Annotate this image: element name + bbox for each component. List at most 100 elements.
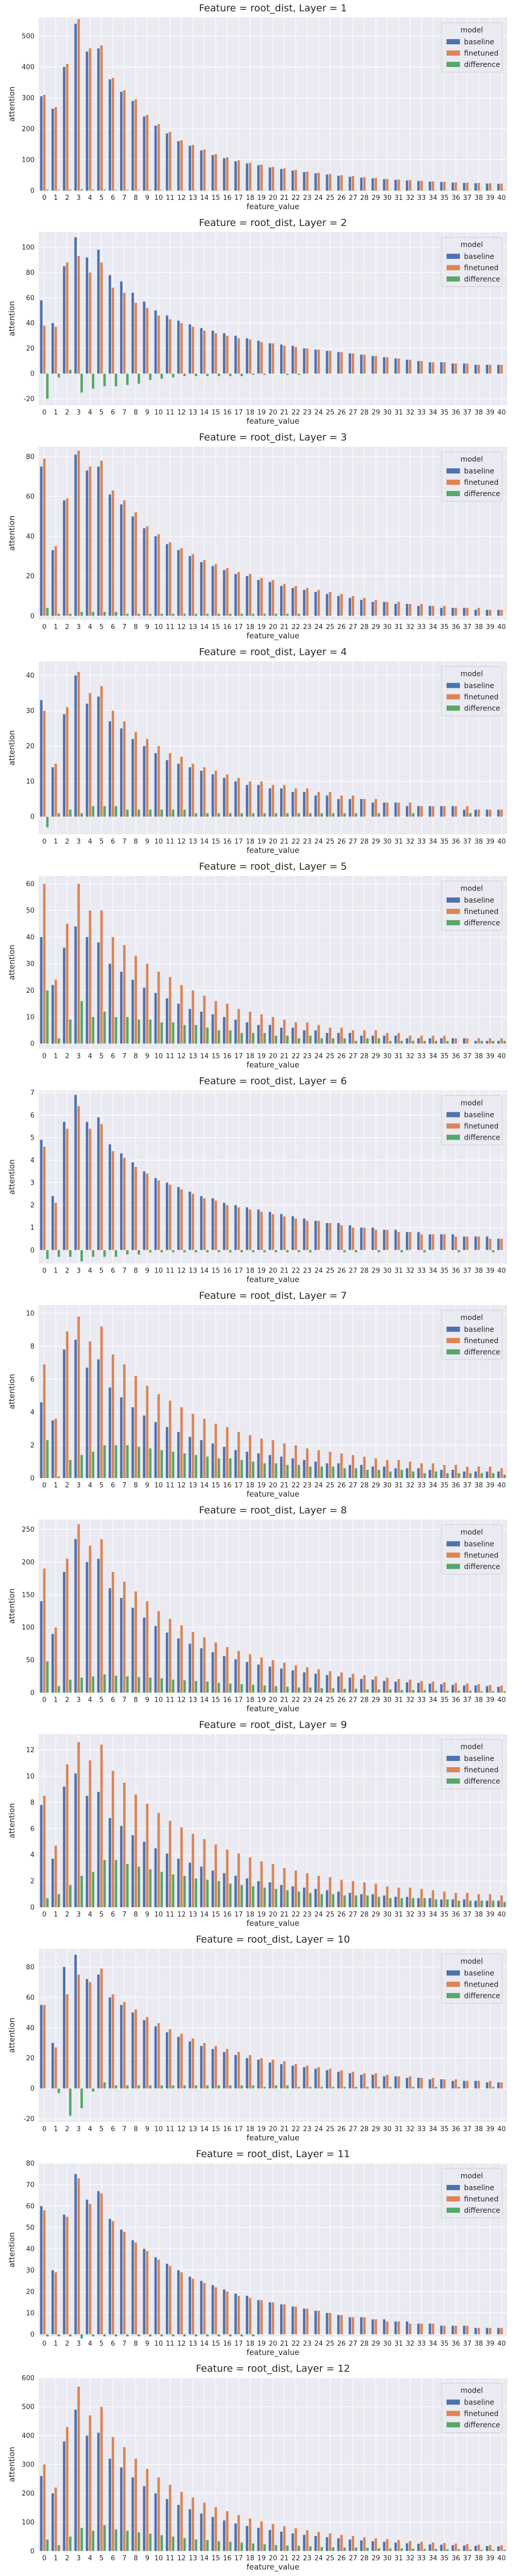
bar-baseline-21 — [280, 1456, 283, 1478]
bar-baseline-11 — [165, 760, 168, 817]
bar-baseline-11 — [165, 315, 168, 374]
x-tick-label: 35 — [440, 2555, 449, 2563]
bar-difference-34 — [435, 1041, 438, 1044]
bar-finetuned-8 — [134, 99, 138, 191]
bar-finetuned-22 — [295, 2528, 297, 2551]
x-tick-label: 6 — [111, 409, 115, 417]
bar-finetuned-21 — [283, 1868, 286, 1907]
bar-difference-15 — [217, 1030, 220, 1044]
bar-baseline-12 — [177, 1638, 180, 1693]
y-tick-label: 40 — [26, 934, 35, 941]
x-tick-label: 9 — [145, 194, 149, 202]
bar-finetuned-11 — [168, 2484, 171, 2551]
x-tick-label: 37 — [463, 1267, 472, 1275]
x-tick-label: 10 — [154, 1482, 163, 1489]
legend-title: model — [460, 1314, 483, 1322]
bar-difference-16 — [229, 190, 232, 191]
bar-difference-29 — [377, 1250, 381, 1252]
y-tick-label: 200 — [22, 126, 35, 133]
bar-difference-28 — [366, 1895, 369, 1907]
bar-difference-30 — [389, 2087, 392, 2089]
bar-difference-7 — [126, 190, 129, 191]
bar-difference-20 — [274, 1250, 278, 1252]
bar-baseline-21 — [280, 1214, 283, 1250]
bar-baseline-9 — [143, 1415, 146, 1478]
x-tick-label: 12 — [177, 623, 186, 631]
x-tick-label: 32 — [406, 2126, 415, 2133]
bar-finetuned-30 — [386, 179, 389, 191]
x-tick-label: 20 — [269, 194, 278, 202]
bar-baseline-7 — [120, 1598, 123, 1693]
bar-baseline-35 — [440, 2326, 443, 2334]
x-tick-label: 12 — [177, 409, 186, 417]
y-tick-label: 60 — [26, 1994, 35, 2002]
bar-finetuned-21 — [283, 785, 286, 817]
bar-difference-11 — [171, 614, 175, 616]
bar-finetuned-31 — [397, 1232, 400, 1250]
bar-difference-32 — [411, 1471, 415, 1478]
legend-label-finetuned: finetuned — [464, 908, 499, 916]
bar-finetuned-30 — [386, 1677, 389, 1693]
x-tick-label: 14 — [200, 1697, 209, 1704]
bar-finetuned-20 — [271, 1440, 274, 1478]
bar-difference-25 — [332, 2547, 335, 2551]
bar-finetuned-35 — [443, 1234, 446, 1250]
bar-difference-27 — [354, 1895, 357, 1907]
bar-difference-35 — [446, 1899, 449, 1907]
bar-finetuned-40 — [500, 1239, 503, 1250]
bar-finetuned-3 — [77, 1974, 80, 2089]
x-tick-label: 39 — [486, 1482, 494, 1489]
bar-baseline-9 — [143, 2486, 146, 2551]
x-tick-label: 22 — [291, 2126, 300, 2133]
bar-finetuned-7 — [123, 945, 126, 1044]
bar-finetuned-33 — [420, 1463, 423, 1478]
bar-finetuned-2 — [66, 2427, 68, 2551]
x-tick-label: 34 — [428, 194, 437, 202]
legend-box — [441, 451, 503, 502]
bar-finetuned-7 — [123, 2447, 126, 2551]
bar-difference-23 — [309, 1036, 312, 1044]
bar-baseline-22 — [291, 588, 294, 616]
bar-baseline-25 — [325, 1223, 329, 1250]
bar-difference-21 — [286, 1465, 289, 1478]
bar-finetuned-1 — [54, 1845, 57, 1907]
bar-baseline-19 — [257, 1881, 260, 1907]
x-tick-label: 15 — [212, 2126, 220, 2133]
bar-finetuned-20 — [271, 2302, 274, 2334]
bar-difference-22 — [297, 1687, 300, 1693]
bar-finetuned-22 — [295, 1445, 297, 1478]
x-tick-label: 0 — [42, 2555, 46, 2563]
bar-baseline-8 — [131, 1407, 134, 1478]
y-tick-label: 4 — [30, 1852, 35, 1859]
bar-finetuned-39 — [489, 609, 492, 616]
x-tick-label: 7 — [122, 2340, 126, 2348]
x-tick-label: 17 — [234, 838, 243, 846]
bar-finetuned-26 — [340, 175, 343, 191]
x-tick-label: 3 — [77, 623, 81, 631]
bar-finetuned-23 — [306, 1873, 308, 1907]
bar-finetuned-0 — [43, 459, 46, 616]
bar-finetuned-26 — [340, 1027, 343, 1044]
bar-baseline-26 — [337, 352, 340, 374]
bar-finetuned-8 — [134, 512, 138, 616]
bar-difference-6 — [114, 1675, 117, 1693]
bar-baseline-25 — [325, 1675, 329, 1693]
bar-baseline-11 — [165, 1182, 168, 1250]
bar-finetuned-22 — [295, 1665, 297, 1693]
x-tick-label: 24 — [315, 838, 323, 846]
x-tick-label: 4 — [88, 1697, 92, 1704]
y-tick-label: 0 — [30, 814, 35, 821]
bar-baseline-5 — [97, 1974, 100, 2089]
bar-difference-16 — [229, 2334, 232, 2336]
bar-difference-20 — [274, 2085, 278, 2089]
x-tick-label: 12 — [177, 1911, 186, 1919]
y-tick-label: 50 — [26, 2224, 35, 2232]
x-tick-label: 32 — [406, 1482, 415, 1489]
x-tick-label: 23 — [303, 838, 312, 846]
bar-finetuned-4 — [89, 1546, 92, 1693]
bar-finetuned-28 — [363, 177, 366, 191]
y-tick-label: 80 — [26, 269, 35, 277]
bar-baseline-13 — [188, 2276, 192, 2334]
bar-finetuned-29 — [374, 1230, 377, 1250]
x-tick-label: 28 — [360, 2126, 369, 2133]
